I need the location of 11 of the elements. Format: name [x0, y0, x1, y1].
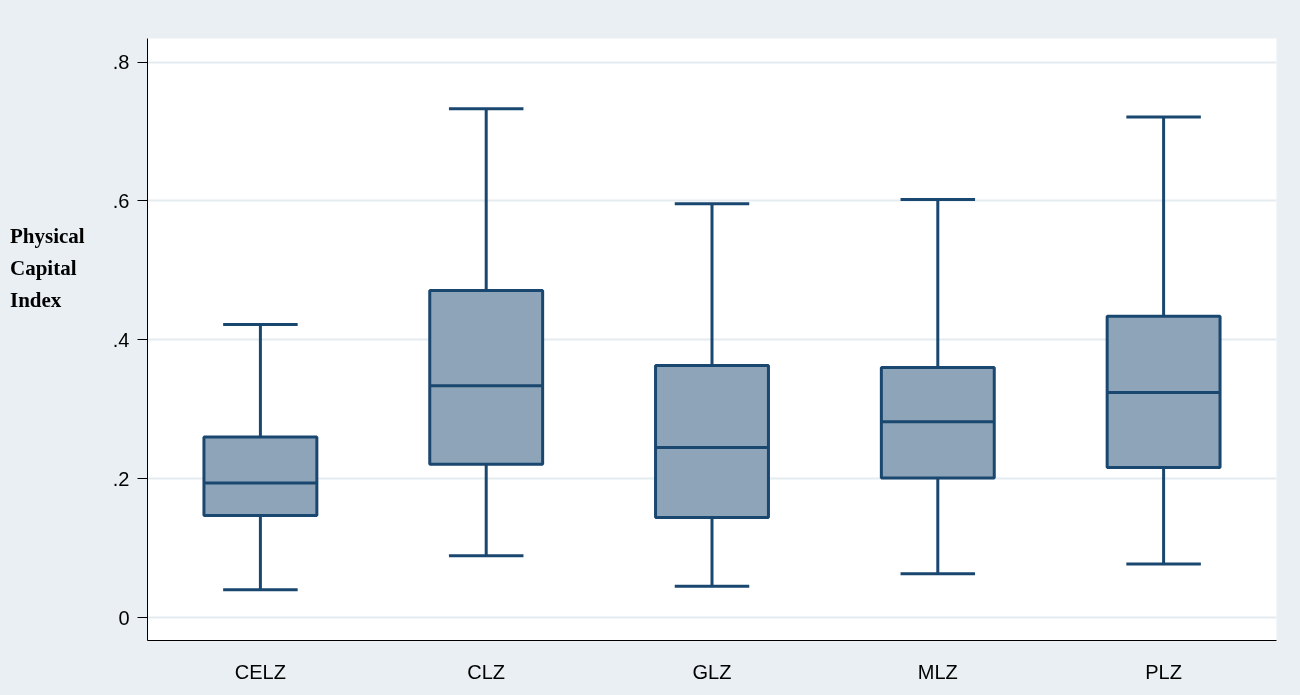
- y-tick-label: .4: [112, 328, 130, 351]
- x-tick-label: GLZ: [692, 660, 732, 683]
- y-tick-label: .2: [112, 467, 130, 490]
- y-tick-label: 0: [118, 606, 130, 629]
- x-tick-label: CELZ: [234, 660, 286, 683]
- x-tick-label: PLZ: [1145, 660, 1182, 683]
- x-tick-label: CLZ: [467, 660, 506, 683]
- x-tick-label: MLZ: [917, 660, 958, 683]
- y-tick-label: .6: [112, 189, 130, 212]
- y-axis-title: Physical Capital Index: [10, 223, 86, 314]
- y-tick-label: .8: [112, 51, 130, 74]
